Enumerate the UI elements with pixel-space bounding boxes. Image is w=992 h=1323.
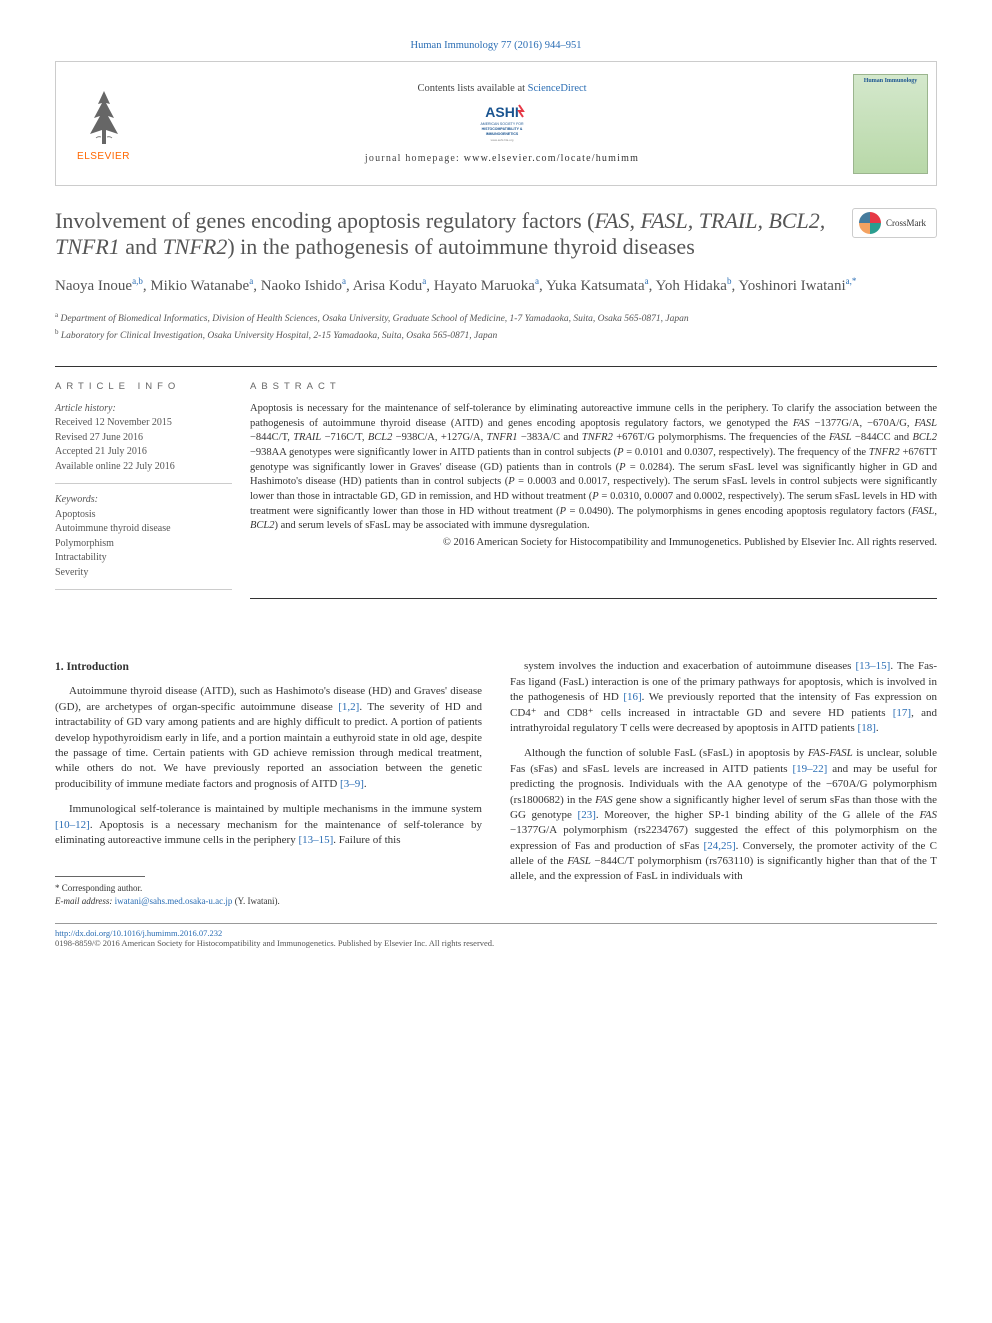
title-and: and	[120, 234, 163, 259]
keyword: Apoptosis	[55, 509, 96, 520]
body-columns: 1. Introduction Autoimmune thyroid disea…	[55, 659, 937, 906]
email-label: E-mail address:	[55, 896, 115, 906]
email-name: (Y. Iwatani).	[232, 896, 279, 906]
svg-text:AMERICAN SOCIETY FOR: AMERICAN SOCIETY FOR	[480, 122, 524, 126]
keyword: Autoimmune thyroid disease	[55, 523, 171, 534]
history-line: Revised 27 June 2016	[55, 432, 143, 443]
journal-header-box: ELSEVIER Contents lists available at Sci…	[55, 61, 937, 186]
authors-list: Naoya Inouea,b, Mikio Watanabea, Naoko I…	[55, 275, 937, 296]
ashi-logo: ASHI AMERICAN SOCIETY FOR HISTOCOMPATIBI…	[467, 101, 537, 146]
doi-link[interactable]: http://dx.doi.org/10.1016/j.humimm.2016.…	[55, 928, 222, 938]
title-post: ) in the pathogenesis of autoimmune thyr…	[227, 234, 694, 259]
keywords-block: Keywords: Apoptosis Autoimmune thyroid d…	[55, 493, 232, 590]
article-info-heading: article info	[55, 381, 232, 392]
journal-reference: Human Immunology 77 (2016) 944–951	[55, 40, 937, 51]
elsevier-tree-icon	[78, 86, 130, 148]
corresponding-author-footnote: * Corresponding author.	[55, 882, 482, 894]
crossmark-label: CrossMark	[886, 218, 926, 228]
abstract-text: Apoptosis is necessary for the maintenan…	[250, 402, 937, 534]
homepage-link[interactable]: www.elsevier.com/locate/humimm	[464, 153, 639, 164]
email-footnote: E-mail address: iwatani@sahs.med.osaka-u…	[55, 895, 482, 907]
footnote-separator	[55, 876, 145, 877]
homepage-prefix: journal homepage:	[365, 153, 464, 164]
abstract-heading: abstract	[250, 381, 937, 392]
sciencedirect-link[interactable]: ScienceDirect	[528, 83, 587, 94]
corresponding-email-link[interactable]: iwatani@sahs.med.osaka-u.ac.jp	[115, 896, 233, 906]
crossmark-badge[interactable]: CrossMark	[852, 208, 937, 238]
page-footer: http://dx.doi.org/10.1016/j.humimm.2016.…	[55, 923, 937, 948]
homepage-line: journal homepage: www.elsevier.com/locat…	[365, 153, 639, 164]
abstract-copyright: © 2016 American Society for Histocompati…	[250, 537, 937, 548]
body-column-left: 1. Introduction Autoimmune thyroid disea…	[55, 659, 482, 906]
keyword: Severity	[55, 567, 88, 578]
body-column-right: system involves the induction and exacer…	[510, 659, 937, 906]
body-paragraph: Autoimmune thyroid disease (AITD), such …	[55, 684, 482, 792]
title-gene2: TNFR2	[163, 234, 228, 259]
title-row: Involvement of genes encoding apoptosis …	[55, 208, 937, 261]
crossmark-icon	[859, 212, 881, 234]
article-title: Involvement of genes encoding apoptosis …	[55, 208, 852, 261]
history-line: Available online 22 July 2016	[55, 461, 175, 472]
contents-line: Contents lists available at ScienceDirec…	[417, 83, 586, 94]
svg-text:IMMUNOGENETICS: IMMUNOGENETICS	[486, 132, 519, 136]
journal-cover-title: Human Immunology	[854, 78, 927, 85]
keywords-label: Keywords:	[55, 494, 98, 505]
affiliations: a Department of Biomedical Informatics, …	[55, 310, 937, 344]
section-heading: 1. Introduction	[55, 659, 482, 675]
article-history-block: Article history: Received 12 November 20…	[55, 402, 232, 485]
title-pre: Involvement of genes encoding apoptosis …	[55, 208, 594, 233]
journal-cover-thumbnail[interactable]: Human Immunology	[853, 74, 928, 174]
abstract-column: abstract Apoptosis is necessary for the …	[250, 367, 937, 600]
body-paragraph: system involves the induction and exacer…	[510, 659, 937, 736]
info-abstract-row: article info Article history: Received 1…	[55, 366, 937, 600]
history-line: Received 12 November 2015	[55, 417, 172, 428]
svg-text:ASHI: ASHI	[485, 104, 518, 120]
elsevier-name: ELSEVIER	[77, 151, 130, 162]
keyword: Polymorphism	[55, 538, 114, 549]
history-label: Article history:	[55, 403, 116, 414]
body-paragraph: Immunological self-tolerance is maintain…	[55, 802, 482, 848]
svg-text:HISTOCOMPATIBILITY &: HISTOCOMPATIBILITY &	[482, 127, 523, 131]
history-line: Accepted 21 July 2016	[55, 446, 147, 457]
contents-prefix: Contents lists available at	[417, 83, 527, 94]
issn-copyright: 0198-8859/© 2016 American Society for Hi…	[55, 938, 494, 948]
body-paragraph: Although the function of soluble FasL (s…	[510, 746, 937, 885]
article-info-column: article info Article history: Received 1…	[55, 367, 250, 600]
keyword: Intractability	[55, 552, 107, 563]
header-center: Contents lists available at ScienceDirec…	[151, 62, 853, 185]
svg-text:www.ashi-hla.org: www.ashi-hla.org	[491, 138, 514, 142]
elsevier-logo[interactable]: ELSEVIER	[56, 62, 151, 185]
